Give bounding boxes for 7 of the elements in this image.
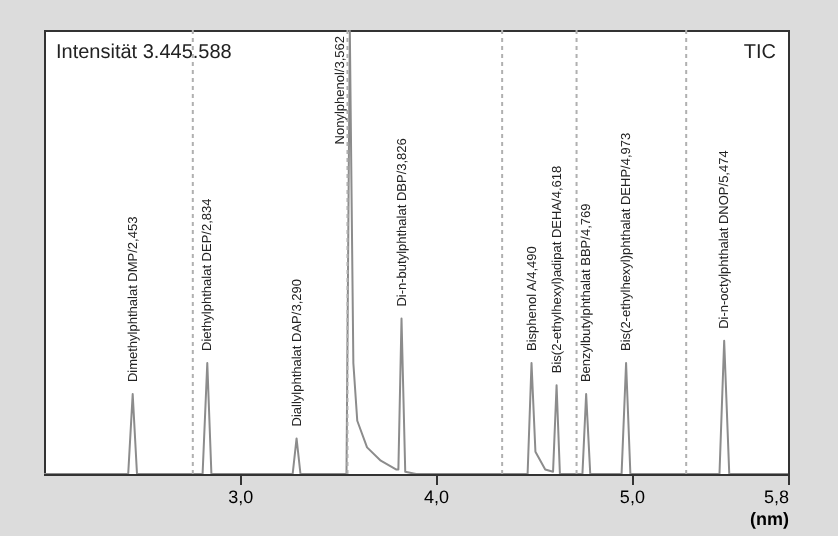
x-tick-label: 4,0: [424, 487, 450, 507]
x-tick-label: 3,0: [228, 487, 254, 507]
x-axis-title: (nm): [750, 509, 789, 529]
annotation: TIC: [743, 42, 776, 64]
x-tick-label: 5,8: [763, 487, 789, 507]
annotation: Intensität 3.445.588: [56, 42, 233, 64]
x-tick-label: 5,0: [619, 487, 645, 507]
